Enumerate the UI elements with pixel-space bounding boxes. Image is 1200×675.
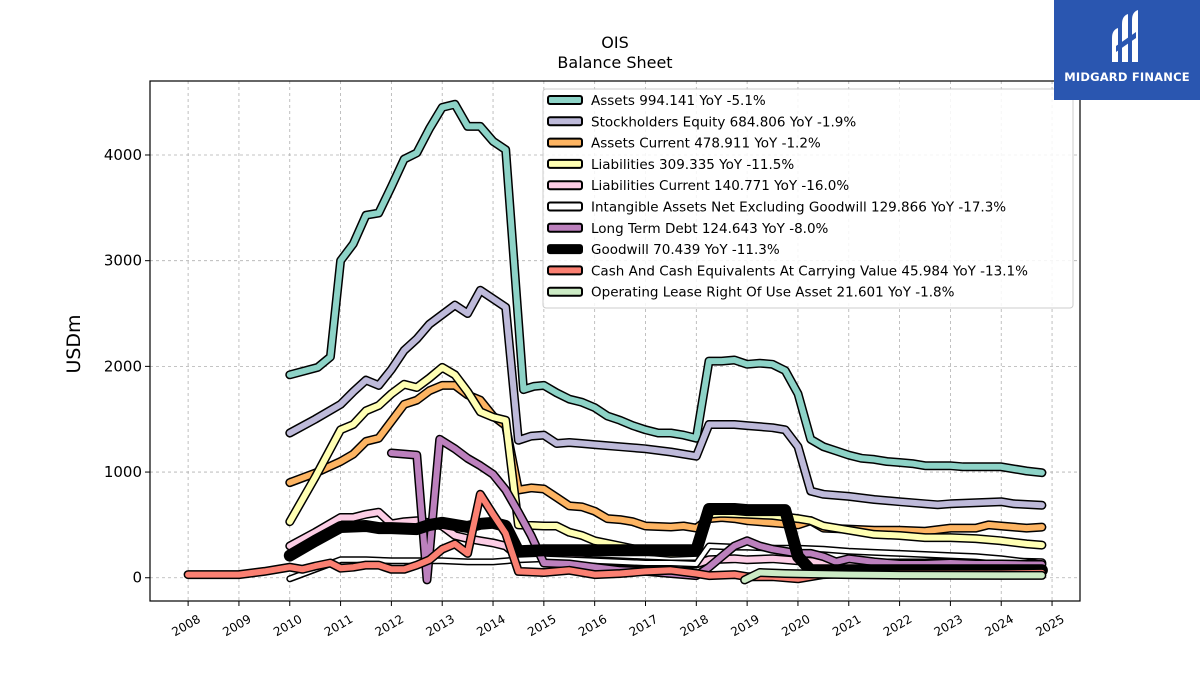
- x-tick-label: 2014: [474, 612, 507, 639]
- legend-entry: Long Term Debt 124.643 YoY -8.0%: [591, 221, 829, 237]
- legend-box: [542, 88, 1074, 309]
- brand-name: MIDGARD FINANCE: [1064, 70, 1190, 84]
- y-tick-label: 1000: [104, 463, 142, 481]
- legend-swatch: [547, 95, 583, 105]
- y-tick-label: 3000: [104, 252, 142, 270]
- series-line: [283, 503, 1048, 577]
- legend-entry: Assets 994.141 YoY -5.1%: [591, 93, 766, 109]
- x-tick-label: 2012: [373, 612, 406, 639]
- brand-logo: MIDGARD FINANCE: [1054, 0, 1200, 100]
- legend-swatch: [547, 116, 583, 127]
- y-tick-label: 4000: [104, 146, 142, 164]
- legend-entry: Intangible Assets Net Excluding Goodwill…: [591, 200, 1006, 216]
- legend-swatch: [547, 286, 583, 297]
- x-tick-label: 2016: [576, 612, 609, 639]
- x-tick-label: 2017: [627, 612, 660, 639]
- series-path: [388, 436, 1045, 583]
- series-outline: [285, 285, 1047, 510]
- legend-swatch: [547, 158, 583, 169]
- y-tick-label: 0: [132, 569, 142, 587]
- legend-entry: Operating Lease Right Of Use Asset 21.60…: [591, 285, 955, 301]
- x-tick-label: 2022: [881, 612, 914, 639]
- legend-swatch: [547, 244, 583, 255]
- series-path: [286, 364, 1045, 557]
- legend-entry: Liabilities Current 140.771 YoY -16.0%: [591, 178, 849, 194]
- series-layer: [183, 99, 1048, 585]
- legend-entry: Stockholders Equity 684.806 YoY -1.9%: [591, 114, 856, 130]
- x-tick-label: 2018: [678, 612, 711, 639]
- series-line: [740, 568, 1047, 585]
- legend-entry: Goodwill 70.439 YoY -11.3%: [591, 242, 780, 258]
- x-tick-label: 2024: [983, 612, 1016, 639]
- series-line: [386, 434, 1047, 585]
- series-path: [741, 569, 1045, 583]
- x-tick-label: 2025: [1033, 612, 1066, 639]
- legend-swatch: [547, 265, 583, 276]
- legend-entry: Liabilities 309.335 YoY -11.5%: [591, 157, 794, 173]
- series-path: [285, 504, 1047, 575]
- x-tick-label: 2010: [271, 612, 304, 639]
- chart-title: OIS: [601, 33, 628, 52]
- brand-mark-icon: [1112, 10, 1138, 62]
- x-tick-label: 2020: [779, 612, 812, 639]
- x-tick-label: 2019: [728, 612, 761, 639]
- x-tick-label: 2015: [525, 612, 558, 639]
- series-line: [285, 285, 1047, 510]
- series-line: [285, 362, 1047, 558]
- x-tick-label: 2011: [322, 612, 355, 639]
- x-tick-label: 2008: [169, 612, 202, 639]
- legend-swatch: [547, 180, 583, 191]
- legend-swatch: [547, 201, 583, 212]
- legend-swatch: [547, 137, 583, 148]
- legend-entry: Assets Current 478.911 YoY -1.2%: [591, 136, 821, 152]
- series-line: [285, 99, 1047, 478]
- x-tick-label: 2013: [423, 612, 456, 639]
- chart-subtitle: Balance Sheet: [557, 53, 672, 72]
- y-axis-label: USDm: [63, 314, 85, 373]
- x-tick-label: 2021: [830, 612, 863, 639]
- x-tick-label: 2009: [220, 612, 253, 639]
- legend-swatch: [547, 222, 583, 233]
- series-path: [286, 101, 1045, 476]
- legend: Assets 994.141 YoY -5.1% Stockholders Equ…: [542, 88, 1074, 309]
- x-tick-label: 2023: [932, 612, 965, 639]
- plot-frame: [149, 80, 1081, 602]
- y-tick-label: 2000: [104, 357, 142, 375]
- series-path: [286, 287, 1045, 509]
- legend-entry: Cash And Cash Equivalents At Carrying Va…: [591, 263, 1028, 279]
